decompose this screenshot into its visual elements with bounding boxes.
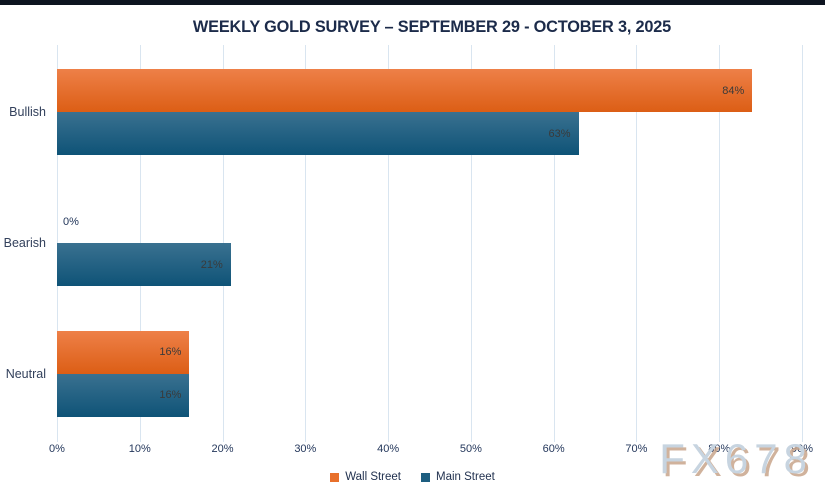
x-tick-label: 50% bbox=[459, 443, 482, 455]
legend-item-main-street: Main Street bbox=[421, 471, 495, 483]
gridline bbox=[470, 45, 472, 442]
bar-value-label: 21% bbox=[200, 258, 223, 271]
legend-item-wall-street: Wall Street bbox=[330, 471, 401, 483]
gridline bbox=[305, 45, 307, 442]
bar-value-label: 63% bbox=[548, 127, 571, 140]
bar-main-street: 63% bbox=[57, 112, 579, 156]
y-category-label: Bullish bbox=[9, 105, 46, 120]
fx678-watermark: FX678 bbox=[659, 435, 813, 482]
x-tick-label: 90% bbox=[790, 443, 814, 455]
legend-label: Wall Street bbox=[345, 471, 401, 483]
chart-title: WEEKLY GOLD SURVEY – SEPTEMBER 29 - OCTO… bbox=[192, 17, 672, 36]
gridline bbox=[388, 45, 390, 442]
gridline bbox=[553, 45, 555, 442]
bar-main-street: 21% bbox=[57, 243, 231, 286]
top-border bbox=[0, 0, 825, 5]
x-axis-ticks: 0% 10% 20% 30% 40% 50% 60% 70% 80% 90% bbox=[49, 443, 813, 457]
x-tick-label: 20% bbox=[211, 443, 234, 455]
x-tick-label: 0% bbox=[49, 443, 65, 455]
x-tick-label: 70% bbox=[625, 443, 648, 455]
bar-value-label: 16% bbox=[159, 389, 182, 402]
bar-value-label: 0% bbox=[63, 215, 79, 228]
x-tick-label: 10% bbox=[128, 443, 151, 455]
gridline bbox=[802, 45, 803, 442]
plot-area: 84% 63% 0% 21% 16% 16% bbox=[57, 45, 807, 442]
gridline bbox=[636, 45, 638, 442]
gridline bbox=[719, 45, 721, 442]
x-tick-label: 30% bbox=[294, 443, 317, 455]
y-category-label: Bearish bbox=[3, 236, 46, 250]
legend-swatch bbox=[421, 472, 430, 482]
bar-wall-street: 16% bbox=[57, 330, 190, 374]
x-tick-label: 80% bbox=[708, 443, 731, 455]
legend: Wall Street Main Street bbox=[0, 471, 825, 483]
y-category-label: Neutral bbox=[5, 366, 46, 381]
bar-value-label: 84% bbox=[722, 84, 745, 97]
bar-value-label: 16% bbox=[159, 346, 182, 359]
legend-swatch bbox=[330, 472, 340, 482]
bar-wall-street: 84% bbox=[57, 69, 753, 113]
x-tick-label: 40% bbox=[377, 443, 400, 455]
legend-label: Main Street bbox=[436, 471, 495, 483]
x-tick-label: 60% bbox=[542, 443, 565, 455]
bar-main-street: 16% bbox=[57, 373, 190, 417]
